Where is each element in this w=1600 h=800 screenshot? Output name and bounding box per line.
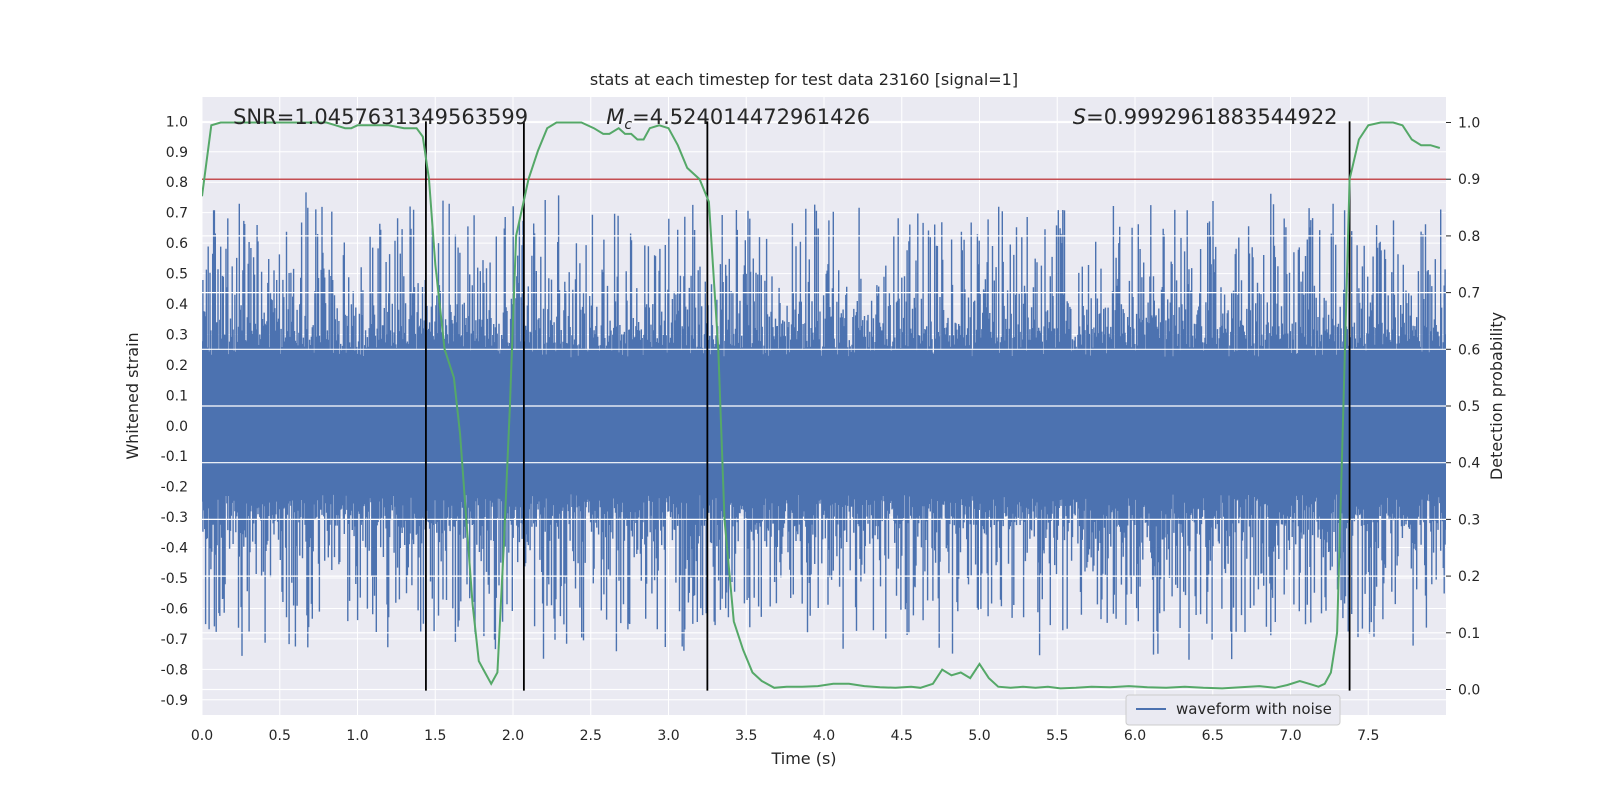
y-tick-label: -0.9 — [161, 693, 188, 709]
x-tick-label: 1.5 — [424, 728, 446, 744]
x-tick-label: 7.5 — [1357, 728, 1379, 744]
legend-box — [1125, 694, 1341, 726]
x-tick-label: 1.0 — [346, 728, 368, 744]
y-tick-label: 0.5 — [166, 267, 188, 283]
y-right-tick-label: 0.5 — [1458, 399, 1480, 415]
x-tick-label: 3.5 — [735, 728, 757, 744]
y-tick-label: 0.1 — [166, 388, 188, 404]
y-right-tick-label: 0.6 — [1458, 342, 1480, 358]
plot-area: 1.0 0.9 0.8 0.7 0.6 0.5 0.4 0.3 0.2 0.1 0.0 -0.1 -0.… — [161, 97, 1480, 744]
y-right-axis-label: Detection probability — [1487, 312, 1506, 480]
x-tick-label: 0.5 — [269, 728, 291, 744]
x-tick-label: 0.0 — [191, 728, 213, 744]
x-tick-label: 6.0 — [1124, 728, 1146, 744]
y-right-tick-label: 0.0 — [1458, 682, 1480, 698]
x-tick-label: 4.0 — [813, 728, 835, 744]
x-tick-label: 2.0 — [502, 728, 524, 744]
y-tick-label: 0.0 — [166, 419, 188, 435]
y-tick-label: 0.2 — [166, 358, 188, 374]
y-right-tick-label: 0.8 — [1458, 229, 1480, 245]
y-tick-label: -0.7 — [161, 632, 188, 648]
y-right-tick-label: 0.3 — [1458, 512, 1480, 528]
annotation-text: S=0.9992961883544922 — [1073, 105, 1338, 129]
y-right-tick-label: 0.9 — [1458, 172, 1480, 188]
y-tick-label: 1.0 — [166, 114, 188, 130]
y-right-tick-label: 0.2 — [1458, 569, 1480, 585]
y-tick-label: -0.3 — [161, 510, 188, 526]
y-tick-label: 0.4 — [166, 297, 188, 313]
y-right-tick-label: 0.1 — [1458, 626, 1480, 642]
x-axis-label: Time (s) — [770, 749, 836, 768]
y-right-tick-label: 0.7 — [1458, 286, 1480, 302]
y-tick-label: -0.1 — [161, 449, 188, 465]
y-right-tick-label: 0.4 — [1458, 456, 1480, 472]
x-tick-label: 4.5 — [891, 728, 913, 744]
x-tick-label: 6.5 — [1202, 728, 1224, 744]
y-tick-label: -0.8 — [161, 662, 188, 678]
annotation-text: SNR=1.0457631349563599 — [233, 105, 528, 129]
x-tick-label: 5.0 — [968, 728, 990, 744]
waveform-series — [202, 192, 1446, 660]
y-tick-label: 0.6 — [166, 236, 188, 252]
y-tick-label: 0.9 — [166, 145, 188, 161]
annotation-text: Mc=4.524014472961426 — [606, 105, 870, 133]
legend-label: waveform with noise — [1176, 700, 1332, 718]
detection-probability-line — [202, 121, 1441, 690]
y-tick-label: -0.5 — [161, 571, 188, 587]
y-right-tick-label: 1.0 — [1458, 116, 1480, 132]
y-tick-label: 0.3 — [166, 327, 188, 343]
y-tick-label: 0.8 — [166, 175, 188, 191]
x-tick-label: 3.0 — [657, 728, 679, 744]
x-tick-label: 5.5 — [1046, 728, 1068, 744]
x-tick-label: 7.0 — [1279, 728, 1301, 744]
y-axis-label: Whitened strain — [123, 332, 142, 459]
y-tick-label: -0.4 — [161, 541, 188, 557]
y-tick-label: -0.6 — [161, 601, 188, 617]
y-tick-label: 0.7 — [166, 206, 188, 222]
chart-title: stats at each timestep for test data 231… — [590, 70, 1018, 89]
y-tick-label: -0.2 — [161, 480, 188, 496]
x-tick-label: 2.5 — [580, 728, 602, 744]
legend: waveform with noise — [1125, 694, 1341, 726]
